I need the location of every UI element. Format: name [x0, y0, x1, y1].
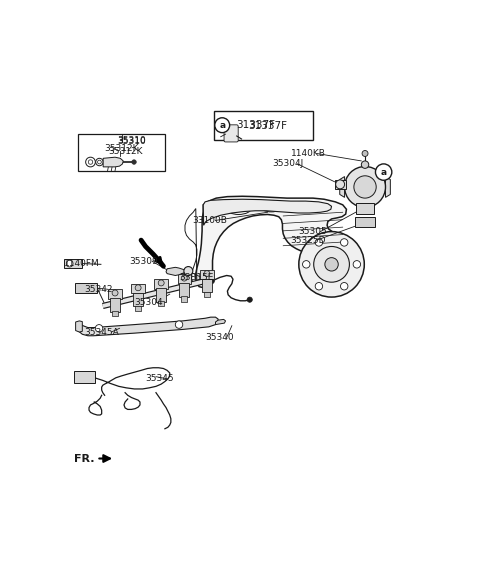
Text: 35310: 35310	[118, 137, 146, 146]
Text: a: a	[219, 121, 225, 130]
Text: 35345A: 35345A	[84, 328, 119, 336]
Circle shape	[340, 282, 348, 290]
Bar	[64, 259, 83, 268]
Circle shape	[184, 267, 193, 275]
Bar	[132, 283, 145, 293]
Circle shape	[354, 176, 376, 198]
Polygon shape	[216, 319, 226, 325]
Bar	[133, 293, 144, 306]
Circle shape	[135, 285, 141, 291]
Polygon shape	[340, 177, 345, 197]
Circle shape	[96, 158, 103, 166]
Bar	[178, 274, 191, 283]
Bar	[110, 298, 120, 312]
Circle shape	[132, 160, 136, 164]
Text: 35309: 35309	[129, 257, 157, 266]
Polygon shape	[166, 267, 185, 275]
Text: 35340: 35340	[205, 333, 234, 342]
Circle shape	[247, 297, 252, 302]
Text: 35304J: 35304J	[272, 159, 303, 168]
Circle shape	[340, 239, 348, 246]
Text: 35305: 35305	[298, 227, 327, 236]
Text: a: a	[381, 167, 387, 177]
Circle shape	[299, 232, 364, 297]
Bar	[181, 296, 187, 301]
Text: 33100B: 33100B	[192, 216, 227, 225]
Bar	[156, 288, 167, 301]
Circle shape	[361, 161, 369, 168]
Circle shape	[158, 280, 164, 286]
Circle shape	[215, 118, 229, 133]
Text: 1140KB: 1140KB	[290, 149, 325, 158]
Bar	[135, 306, 141, 311]
Bar	[200, 270, 214, 279]
Circle shape	[302, 260, 310, 268]
Bar	[355, 217, 375, 227]
Circle shape	[345, 167, 385, 208]
Bar	[335, 179, 347, 189]
Text: 1140FM: 1140FM	[64, 259, 99, 268]
Circle shape	[314, 247, 349, 282]
Text: 35312K: 35312K	[104, 144, 138, 153]
Bar	[155, 279, 168, 289]
Circle shape	[181, 275, 187, 281]
Circle shape	[96, 325, 103, 332]
Circle shape	[336, 180, 345, 189]
Bar	[112, 311, 118, 316]
Bar	[75, 283, 97, 293]
Circle shape	[204, 271, 210, 277]
Circle shape	[209, 278, 215, 283]
Bar	[158, 301, 164, 306]
Circle shape	[353, 260, 360, 268]
Text: 35345: 35345	[145, 374, 174, 384]
Text: 31337F: 31337F	[236, 120, 276, 130]
Bar	[78, 134, 165, 171]
Bar	[108, 289, 122, 298]
Bar	[202, 279, 212, 292]
Circle shape	[66, 260, 73, 267]
Polygon shape	[385, 177, 390, 197]
Text: 31337F: 31337F	[248, 121, 287, 131]
Text: 35304: 35304	[134, 298, 163, 307]
Circle shape	[175, 321, 183, 328]
Text: 35325D: 35325D	[290, 236, 326, 244]
Polygon shape	[196, 196, 347, 288]
Polygon shape	[78, 317, 218, 336]
Circle shape	[325, 258, 338, 271]
Circle shape	[315, 282, 323, 290]
Circle shape	[85, 157, 96, 167]
Polygon shape	[203, 199, 332, 225]
Circle shape	[375, 164, 392, 181]
Circle shape	[362, 151, 368, 156]
Text: FR.: FR.	[74, 454, 95, 463]
FancyBboxPatch shape	[224, 125, 238, 142]
Text: 35310: 35310	[118, 136, 146, 145]
Text: 35312K: 35312K	[108, 147, 143, 156]
Text: 33815E: 33815E	[179, 273, 214, 282]
Circle shape	[112, 290, 118, 296]
Circle shape	[315, 239, 323, 246]
Polygon shape	[103, 157, 123, 167]
Bar	[74, 371, 95, 384]
Text: 35342: 35342	[84, 285, 113, 294]
Bar	[215, 111, 313, 140]
Bar	[204, 292, 210, 297]
Bar	[356, 202, 374, 214]
Polygon shape	[76, 321, 83, 332]
Bar	[179, 283, 190, 297]
